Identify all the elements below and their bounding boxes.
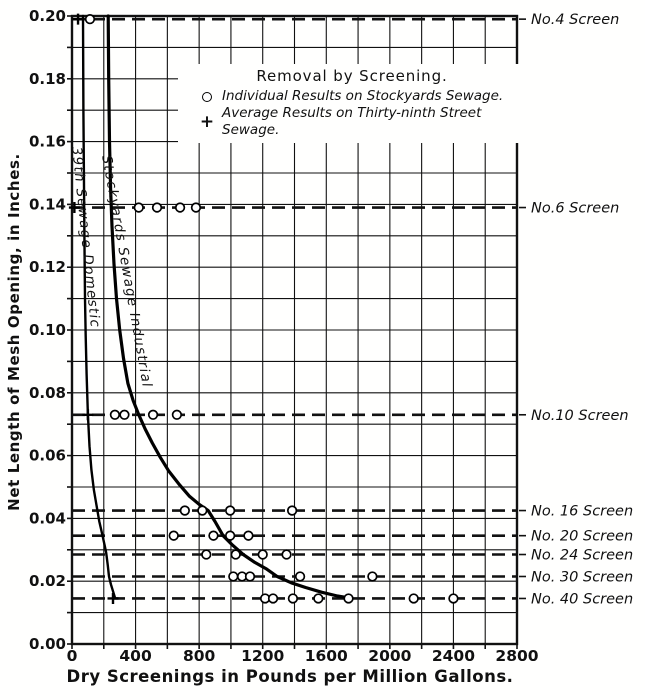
legend-entry-label: Individual Results on Stockyards Sewage. [222, 88, 504, 104]
circle-marker [367, 571, 378, 582]
x-axis-title: Dry Screenings in Pounds per Million Gal… [66, 667, 514, 686]
circle-marker [230, 549, 241, 560]
circle-marker [287, 593, 299, 604]
circle-marker [244, 571, 256, 582]
circle-marker [84, 13, 96, 25]
plus-marker [82, 409, 94, 421]
circle-marker [208, 530, 219, 541]
circle-marker [286, 505, 298, 516]
legend-entry-average: + Average Results on Thirty-ninth Street… [178, 105, 526, 139]
legend-entry-individual: Individual Results on Stockyards Sewage. [178, 88, 526, 105]
y-tick-label: 0.06 [29, 447, 66, 465]
circle-marker [448, 593, 459, 604]
screen-label: No.10 Screen [531, 408, 629, 424]
y-tick-label: 0.12 [29, 258, 66, 276]
screen-label: No.6 Screen [531, 201, 619, 217]
x-tick-label: 400 [119, 647, 152, 665]
y-tick-label: 0.08 [29, 384, 66, 402]
circle-marker [201, 549, 212, 560]
series-curve-stockyards-industrial [106, 14, 351, 600]
y-tick-label: 0.14 [29, 195, 66, 213]
circle-marker [179, 505, 190, 516]
circle-marker [151, 202, 163, 213]
circle-marker [174, 202, 186, 213]
y-tick-label: 0.10 [29, 321, 66, 339]
circle-marker [109, 409, 121, 420]
screen-label: No. 30 Screen [531, 569, 633, 585]
circle-marker [267, 593, 279, 604]
y-tick-label: 0.18 [29, 70, 66, 88]
legend: Removal by Screening. Individual Results… [178, 64, 526, 143]
circle-marker [313, 593, 324, 604]
x-tick-label: 1200 [241, 647, 284, 665]
circle-marker [281, 549, 292, 560]
circle-marker-icon [200, 91, 214, 102]
circle-marker [294, 571, 306, 582]
circle-marker [224, 530, 236, 541]
x-tick-label: 2800 [495, 647, 538, 665]
circle-marker [243, 530, 254, 541]
y-axis-title: Net Length of Mesh Opening, in Inches. [5, 153, 23, 511]
screen-label: No.4 Screen [531, 12, 619, 28]
y-tick-label: 0.02 [29, 572, 66, 590]
screen-label: No. 16 Screen [531, 504, 633, 520]
circle-marker [190, 202, 202, 213]
circle-marker [119, 409, 130, 420]
x-tick-label: 2400 [432, 647, 475, 665]
legend-title: Removal by Screening. [256, 67, 448, 85]
circle-marker [228, 571, 239, 582]
y-tick-label: 0.20 [29, 7, 66, 25]
x-tick-label: 1600 [305, 647, 348, 665]
screen-label: No. 20 Screen [531, 529, 633, 545]
plus-marker [107, 592, 119, 604]
x-tick-label: 0 [67, 647, 78, 665]
x-tick-label: 800 [183, 647, 216, 665]
screen-label: No. 24 Screen [531, 548, 633, 564]
plus-marker [72, 13, 84, 25]
circle-marker [343, 593, 354, 604]
circle-marker [224, 505, 236, 516]
circle-marker [133, 202, 144, 213]
circle-marker [168, 530, 179, 541]
screen-label: No. 40 Screen [531, 591, 633, 607]
plus-marker [68, 202, 80, 214]
y-tick-label: 0.16 [29, 133, 66, 151]
circle-marker [257, 549, 268, 560]
legend-entry-label: Average Results on Thirty-ninth Street S… [222, 105, 482, 138]
circle-marker [171, 409, 183, 420]
circle-marker [147, 409, 159, 420]
x-tick-label: 2000 [368, 647, 411, 665]
plus-marker-icon: + [199, 112, 215, 132]
circle-marker [408, 593, 419, 604]
series-curve-39th-domestic [81, 14, 117, 599]
y-tick-label: 0.04 [29, 509, 66, 527]
y-tick-label: 0.00 [29, 635, 66, 653]
circle-marker [197, 505, 208, 516]
